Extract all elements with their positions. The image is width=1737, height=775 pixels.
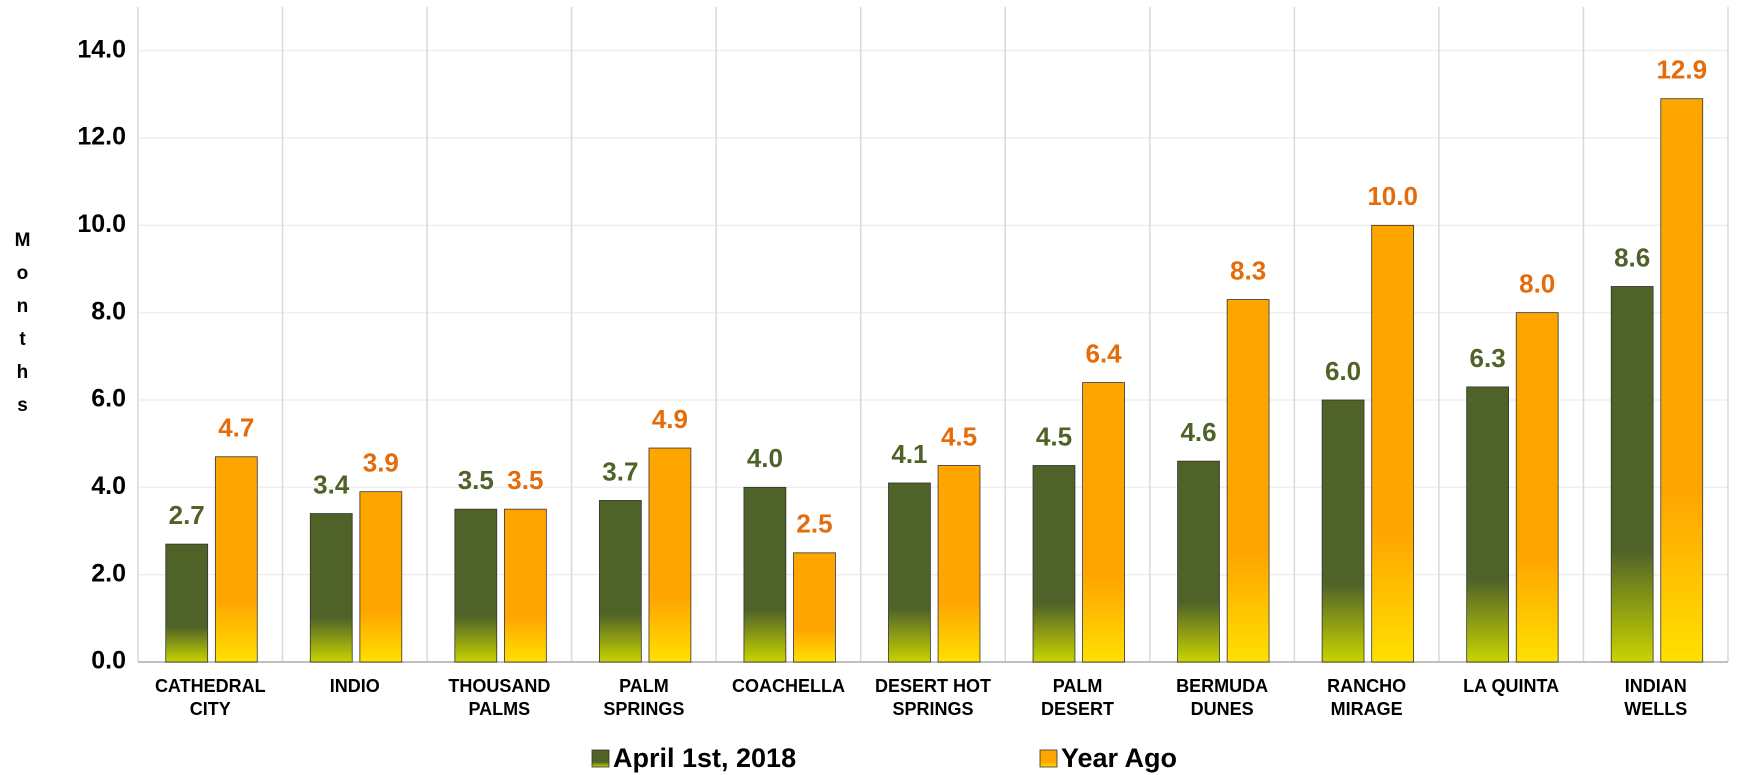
bar: [888, 482, 931, 663]
bar: [743, 486, 787, 663]
bar: [1321, 399, 1365, 663]
x-tick-label: COACHELLA: [732, 676, 845, 696]
bar: [165, 543, 209, 663]
bar: [937, 465, 981, 663]
x-tick-label: THOUSAND: [448, 676, 550, 696]
value-label: 6.4: [1085, 338, 1122, 368]
value-label: 3.5: [458, 465, 494, 495]
value-label: 4.9: [652, 404, 688, 434]
legend-label: Year Ago: [1061, 743, 1177, 773]
x-tick-label: SPRINGS: [603, 699, 684, 719]
value-label: 3.4: [313, 469, 350, 499]
x-tick-label: PALMS: [469, 699, 531, 719]
bar: [648, 447, 692, 663]
value-label: 10.0: [1367, 181, 1418, 211]
value-label: 8.3: [1230, 255, 1266, 285]
y-tick-label: 12.0: [77, 123, 126, 151]
bar: [1660, 98, 1704, 663]
value-label: 12.9: [1656, 55, 1707, 85]
value-label: 3.9: [363, 448, 399, 478]
x-tick-label: INDIAN: [1625, 676, 1687, 696]
value-label: 8.0: [1519, 269, 1555, 299]
bar: [1226, 299, 1270, 663]
x-tick-label: DUNES: [1191, 699, 1254, 719]
y-tick-label: 2.0: [91, 559, 126, 587]
bar: [454, 508, 498, 663]
x-tick-label: PALM: [1053, 676, 1103, 696]
value-label: 6.3: [1470, 343, 1506, 373]
bar: [1082, 382, 1125, 663]
x-tick-label: PALM: [619, 676, 669, 696]
y-tick-label: 14.0: [77, 35, 126, 63]
value-label: 4.1: [891, 439, 927, 469]
bar: [1177, 460, 1220, 663]
y-axis-label: Months: [12, 230, 33, 428]
x-tick-label: RANCHO: [1327, 676, 1406, 696]
value-label: 3.5: [507, 465, 543, 495]
value-label: 2.7: [169, 500, 205, 530]
legend-swatch: [591, 749, 610, 768]
bar: [1466, 386, 1509, 663]
bar: [1515, 312, 1559, 663]
x-tick-label: DESERT HOT: [875, 676, 991, 696]
value-label: 4.6: [1180, 417, 1216, 447]
x-tick-label: CATHEDRAL: [155, 676, 266, 696]
legend-swatch: [1039, 749, 1058, 768]
x-tick-label: WELLS: [1624, 699, 1687, 719]
bar: [214, 456, 258, 663]
bar: [1032, 465, 1076, 663]
y-tick-label: 4.0: [91, 472, 126, 500]
legend-label: April 1st, 2018: [613, 743, 796, 773]
bar: [1610, 286, 1654, 663]
bar: [504, 508, 547, 663]
value-label: 4.5: [941, 421, 977, 451]
value-label: 8.6: [1614, 242, 1650, 272]
value-label: 2.5: [796, 509, 832, 539]
y-tick-label: 0.0: [91, 647, 126, 675]
bar: [359, 491, 403, 663]
x-tick-label: MIRAGE: [1331, 699, 1403, 719]
x-tick-label: INDIO: [330, 676, 380, 696]
y-tick-label: 6.0: [91, 385, 126, 413]
bar: [309, 513, 353, 663]
x-tick-label: LA QUINTA: [1463, 676, 1559, 696]
value-label: 4.0: [747, 443, 783, 473]
value-label: 3.7: [602, 456, 638, 486]
bar: [793, 552, 836, 663]
x-tick-label: CITY: [190, 699, 231, 719]
y-tick-label: 10.0: [77, 210, 126, 238]
value-label: 6.0: [1325, 356, 1361, 386]
x-tick-label: DESERT: [1041, 699, 1114, 719]
value-label: 4.7: [218, 413, 254, 443]
y-tick-label: 8.0: [91, 297, 126, 325]
x-tick-label: SPRINGS: [892, 699, 973, 719]
bar: [598, 500, 642, 663]
bar: [1371, 224, 1415, 663]
x-tick-label: BERMUDA: [1176, 676, 1268, 696]
value-label: 4.5: [1036, 421, 1072, 451]
